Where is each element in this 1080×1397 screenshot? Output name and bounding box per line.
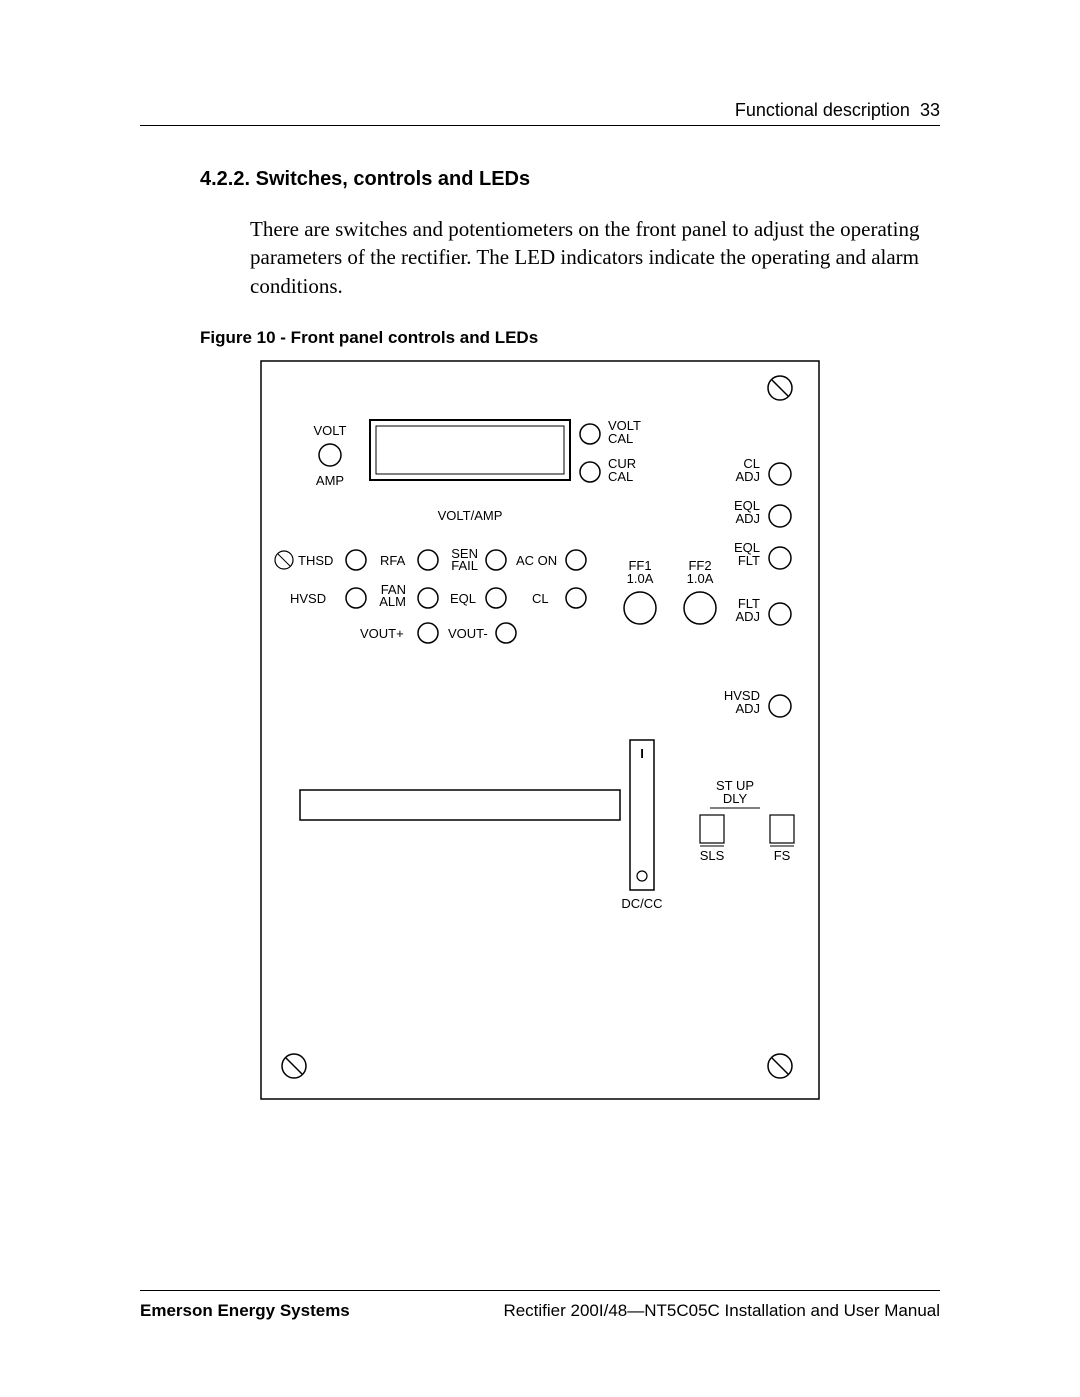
footer-company: Emerson Energy Systems bbox=[140, 1301, 350, 1321]
header-section: Functional description bbox=[735, 100, 910, 120]
hvsd-adj: HVSDADJ bbox=[724, 688, 791, 717]
svg-text:HVSD: HVSD bbox=[290, 591, 326, 606]
svg-text:FS: FS bbox=[774, 848, 791, 863]
eql-flt: EQLFLT bbox=[734, 540, 791, 569]
svg-text:EQL: EQL bbox=[450, 591, 476, 606]
svg-text:SLS: SLS bbox=[700, 848, 725, 863]
footer-doc: Rectifier 200I/48—NT5C05C Installation a… bbox=[503, 1301, 940, 1321]
ac-on-led: AC ON bbox=[516, 550, 586, 570]
svg-text:THSD: THSD bbox=[298, 553, 333, 568]
dc-cc-switch: I DC/CC bbox=[621, 740, 662, 911]
pot-icon bbox=[769, 463, 791, 485]
flt-adj: FLTADJ bbox=[735, 596, 791, 625]
fuse-icon bbox=[684, 592, 716, 624]
volt-amp-label: VOLT/AMP bbox=[438, 508, 503, 523]
svg-text:FF21.0A: FF21.0A bbox=[687, 558, 714, 586]
figure: VOLT/AMP VOLT AMP VOLTCAL CURCAL CLADJ E… bbox=[140, 360, 940, 1100]
screw-icon bbox=[768, 376, 792, 400]
svg-text:VOUT-: VOUT- bbox=[448, 626, 488, 641]
pot-icon bbox=[769, 505, 791, 527]
svg-text:HVSDADJ: HVSDADJ bbox=[724, 688, 760, 716]
rfa-led: RFA bbox=[380, 550, 438, 570]
svg-text:ST UPDLY: ST UPDLY bbox=[716, 778, 754, 806]
sls-switch: SLS bbox=[700, 815, 725, 863]
svg-text:I: I bbox=[640, 746, 644, 761]
page-footer: Emerson Energy Systems Rectifier 200I/48… bbox=[140, 1290, 940, 1321]
cur-cal-label: CURCAL bbox=[608, 456, 636, 484]
cl-led: CL bbox=[532, 588, 586, 608]
slot-icon bbox=[300, 790, 620, 820]
svg-text:CL: CL bbox=[532, 591, 549, 606]
fan-alm-led: FANALM bbox=[379, 582, 438, 609]
led-icon bbox=[566, 588, 586, 608]
svg-text:FANALM: FANALM bbox=[379, 582, 406, 609]
figure-caption: Figure 10 - Front panel controls and LED… bbox=[200, 328, 940, 348]
body-paragraph: There are switches and potentiometers on… bbox=[250, 215, 920, 300]
fs-switch: FS bbox=[770, 815, 794, 863]
volt-label: VOLT bbox=[314, 423, 347, 438]
svg-text:EQLFLT: EQLFLT bbox=[734, 540, 760, 568]
svg-text:FF11.0A: FF11.0A bbox=[627, 558, 654, 586]
vout-plus: VOUT+ bbox=[360, 623, 438, 643]
svg-text:DC/CC: DC/CC bbox=[621, 896, 662, 911]
fuse-icon bbox=[624, 592, 656, 624]
volt-cal-knob-icon bbox=[580, 424, 600, 444]
led-icon bbox=[486, 550, 506, 570]
vout-minus: VOUT- bbox=[448, 623, 516, 643]
page-header: Functional description 33 bbox=[140, 100, 940, 126]
led-icon bbox=[346, 550, 366, 570]
cl-adj: CLADJ bbox=[735, 456, 791, 485]
ff1-fuse: FF11.0A bbox=[624, 558, 656, 624]
screw-icon bbox=[282, 1054, 306, 1078]
pot-icon bbox=[769, 603, 791, 625]
led-icon bbox=[566, 550, 586, 570]
amp-label: AMP bbox=[316, 473, 344, 488]
pot-icon bbox=[769, 547, 791, 569]
volt-cal-label: VOLTCAL bbox=[608, 418, 641, 446]
terminal-icon bbox=[496, 623, 516, 643]
svg-text:RFA: RFA bbox=[380, 553, 406, 568]
svg-text:AC ON: AC ON bbox=[516, 553, 557, 568]
led-icon bbox=[418, 588, 438, 608]
eql-led: EQL bbox=[450, 588, 506, 608]
cur-cal-knob-icon bbox=[580, 462, 600, 482]
svg-text:FLTADJ: FLTADJ bbox=[735, 596, 760, 624]
led-icon bbox=[346, 588, 366, 608]
led-icon bbox=[486, 588, 506, 608]
svg-text:EQLADJ: EQLADJ bbox=[734, 498, 760, 526]
header-page: 33 bbox=[920, 100, 940, 120]
ff2-fuse: FF21.0A bbox=[684, 558, 716, 624]
hvsd-led: HVSD bbox=[290, 588, 366, 608]
svg-text:VOUT+: VOUT+ bbox=[360, 626, 404, 641]
thsd-led: THSD bbox=[275, 550, 366, 570]
volt-amp-knob-icon bbox=[319, 444, 341, 466]
screw-icon bbox=[768, 1054, 792, 1078]
stup-dly: ST UPDLY bbox=[710, 778, 760, 808]
eql-adj: EQLADJ bbox=[734, 498, 791, 527]
svg-text:SENFAIL: SENFAIL bbox=[451, 546, 478, 573]
terminal-icon bbox=[418, 623, 438, 643]
section-title: 4.2.2. Switches, controls and LEDs bbox=[200, 168, 940, 191]
svg-text:CLADJ: CLADJ bbox=[735, 456, 760, 484]
led-icon bbox=[418, 550, 438, 570]
pot-icon bbox=[769, 695, 791, 717]
sen-fail-led: SENFAIL bbox=[451, 546, 506, 573]
front-panel-diagram: VOLT/AMP VOLT AMP VOLTCAL CURCAL CLADJ E… bbox=[260, 360, 820, 1100]
